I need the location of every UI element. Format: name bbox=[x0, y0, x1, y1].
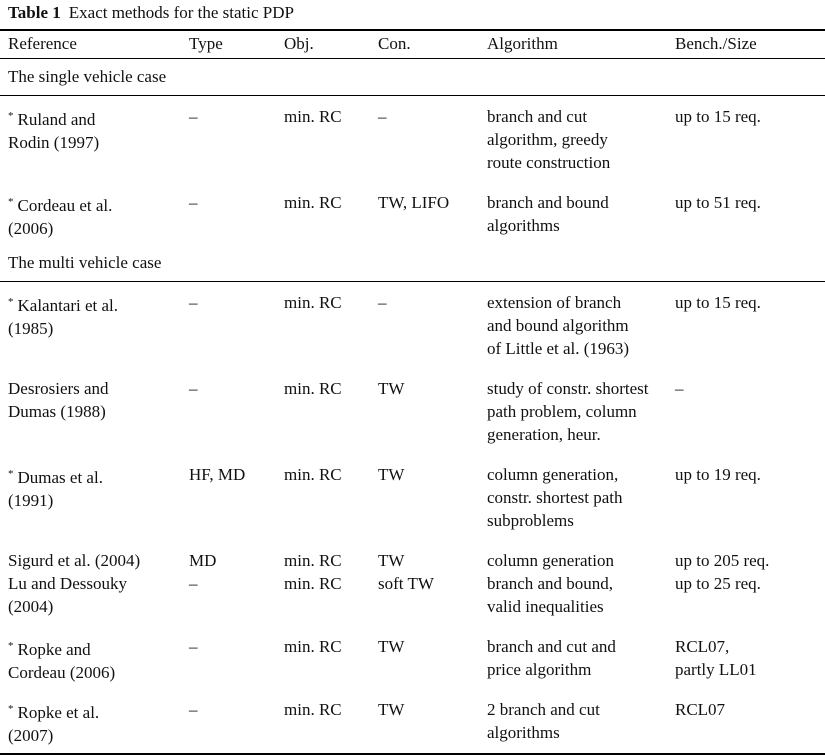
cell-con: – bbox=[378, 107, 387, 126]
reference-text: Dumas et al. (1991) bbox=[8, 468, 103, 510]
column-header-bench: Bench./Size bbox=[675, 34, 757, 53]
cell-bench: RCL07, partly LL01 bbox=[675, 637, 757, 679]
cell-type: – bbox=[189, 637, 198, 656]
cell-con: TW bbox=[378, 637, 405, 656]
cell-obj: min. RC bbox=[284, 637, 342, 656]
column-header-con: Con. bbox=[378, 34, 411, 53]
cell-con: TW bbox=[378, 465, 405, 484]
cell-algorithm: study of constr. shortest path problem, … bbox=[487, 379, 649, 444]
column-header-type: Type bbox=[189, 34, 223, 53]
cell-bench: up to 15 req. bbox=[675, 293, 761, 312]
cell-obj: min. RC bbox=[284, 574, 342, 593]
cell-type: – bbox=[189, 107, 198, 126]
column-header-algorithm: Algorithm bbox=[487, 34, 558, 53]
header-row: Reference Type Obj. Con. Algorithm Bench./Siz… bbox=[0, 31, 825, 58]
cell-algorithm: 2 branch and cut algorithms bbox=[487, 700, 600, 742]
cell-reference: * Ruland and Rodin (1997) bbox=[8, 105, 183, 154]
table-row: Desrosiers and Dumas (1988) – min. RC TW stu… bbox=[0, 368, 825, 454]
cell-type: – bbox=[189, 193, 198, 212]
reference-marker: * bbox=[8, 640, 14, 652]
cell-obj: min. RC bbox=[284, 465, 342, 484]
cell-reference: Sigurd et al. (2004) bbox=[8, 551, 141, 570]
cell-type: – bbox=[189, 293, 198, 312]
cell-algorithm: column generation bbox=[487, 551, 614, 570]
cell-reference: Desrosiers and Dumas (1988) bbox=[8, 379, 109, 421]
cell-obj: min. RC bbox=[284, 700, 342, 719]
table-row: Lu and Dessouky (2004) – min. RC soft TW bra… bbox=[0, 572, 825, 626]
cell-type: HF, MD bbox=[189, 465, 246, 484]
table-title: Exact methods for the static PDP bbox=[68, 3, 294, 22]
cell-con: TW bbox=[378, 551, 405, 570]
reference-text: Ropke et al. (2007) bbox=[8, 703, 100, 745]
reference-marker: * bbox=[8, 296, 14, 308]
cell-con: TW bbox=[378, 700, 405, 719]
table-row: * Ruland and Rodin (1997) – min. RC – branch … bbox=[0, 96, 825, 182]
cell-bench: up to 15 req. bbox=[675, 107, 761, 126]
cell-bench: – bbox=[675, 379, 684, 398]
methods-table: Reference Type Obj. Con. Algorithm Bench./Siz… bbox=[0, 29, 825, 755]
reference-marker: * bbox=[8, 703, 14, 715]
cell-bench: up to 19 req. bbox=[675, 465, 761, 484]
table-row: Sigurd et al. (2004) MD min. RC TW column ge… bbox=[0, 540, 825, 572]
cell-algorithm: branch and cut and price algorithm bbox=[487, 637, 616, 679]
cell-obj: min. RC bbox=[284, 107, 342, 126]
table-caption: Table 1 Exact methods for the static PDP bbox=[8, 3, 294, 23]
cell-con: TW bbox=[378, 379, 405, 398]
cell-con: TW, LIFO bbox=[378, 193, 450, 212]
cell-type: – bbox=[189, 574, 198, 593]
cell-reference: Lu and Dessouky (2004) bbox=[8, 574, 127, 616]
group-title: The multi vehicle case bbox=[8, 253, 162, 272]
reference-text: Kalantari et al. (1985) bbox=[8, 296, 119, 338]
table-row: * Cordeau et al. (2006) – min. RC TW, LIFO br… bbox=[0, 182, 825, 245]
group-rule bbox=[0, 95, 825, 96]
cell-type: MD bbox=[189, 551, 217, 570]
reference-text: Ropke and Cordeau (2006) bbox=[8, 640, 116, 682]
cell-reference: * Dumas et al. (1991) bbox=[8, 463, 183, 512]
cell-reference: * Ropke and Cordeau (2006) bbox=[8, 635, 183, 684]
cell-algorithm: extension of branch and bound algorithm … bbox=[487, 293, 630, 358]
group-rule bbox=[0, 281, 825, 282]
reference-marker: * bbox=[8, 196, 14, 208]
table-row: * Dumas et al. (1991) HF, MD min. RC TW colum… bbox=[0, 454, 825, 540]
top-rule bbox=[0, 29, 825, 31]
reference-text: Ruland and Rodin (1997) bbox=[8, 110, 100, 152]
header-rule bbox=[0, 58, 825, 59]
column-header-reference: Reference bbox=[8, 34, 77, 53]
cell-obj: min. RC bbox=[284, 293, 342, 312]
cell-obj: min. RC bbox=[284, 379, 342, 398]
cell-algorithm: column generation, constr. shortest path… bbox=[487, 465, 623, 530]
group-heading: The single vehicle case bbox=[0, 59, 825, 95]
cell-bench: RCL07 bbox=[675, 700, 726, 719]
group-heading: The multi vehicle case bbox=[0, 245, 825, 281]
group-title: The single vehicle case bbox=[8, 67, 167, 86]
table-row: * Ropke et al. (2007) – min. RC TW 2 branch a… bbox=[0, 689, 825, 752]
cell-bench: up to 205 req. bbox=[675, 551, 770, 570]
cell-algorithm: branch and bound algorithms bbox=[487, 193, 609, 235]
cell-type: – bbox=[189, 379, 198, 398]
cell-algorithm: branch and cut algorithm, greedy route c… bbox=[487, 107, 611, 172]
cell-reference: * Cordeau et al. (2006) bbox=[8, 191, 183, 240]
cell-obj: min. RC bbox=[284, 551, 342, 570]
cell-type: – bbox=[189, 700, 198, 719]
table-label: Table 1 bbox=[8, 3, 61, 22]
column-header-obj: Obj. bbox=[284, 34, 314, 53]
table-row: * Kalantari et al. (1985) – min. RC – extensi… bbox=[0, 282, 825, 368]
reference-text: Cordeau et al. (2006) bbox=[8, 196, 113, 238]
cell-bench: up to 25 req. bbox=[675, 574, 761, 593]
cell-bench: up to 51 req. bbox=[675, 193, 761, 212]
reference-marker: * bbox=[8, 110, 14, 122]
cell-obj: min. RC bbox=[284, 193, 342, 212]
cell-reference: * Kalantari et al. (1985) bbox=[8, 291, 183, 340]
cell-con: soft TW bbox=[378, 574, 434, 593]
cell-reference: * Ropke et al. (2007) bbox=[8, 698, 183, 747]
table-row: * Ropke and Cordeau (2006) – min. RC TW branc… bbox=[0, 626, 825, 689]
cell-algorithm: branch and bound, valid inequalities bbox=[487, 574, 614, 616]
reference-marker: * bbox=[8, 468, 14, 480]
cell-con: – bbox=[378, 293, 387, 312]
